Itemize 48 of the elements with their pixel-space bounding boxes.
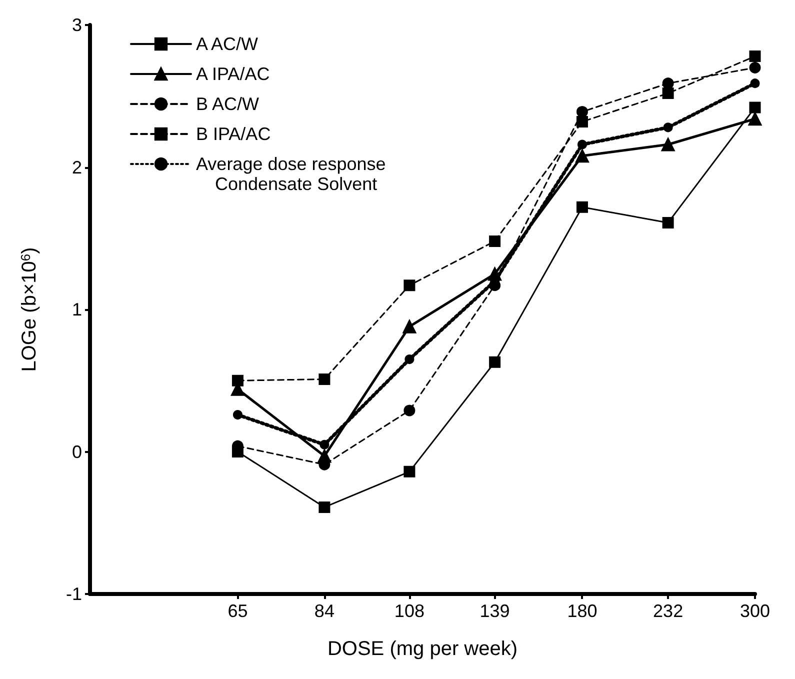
point xyxy=(404,466,416,478)
y-tick-label: 2 xyxy=(72,157,82,178)
point xyxy=(661,138,675,152)
point xyxy=(749,50,761,62)
y-tick-label: 1 xyxy=(72,300,82,320)
legend-label: A AC/W xyxy=(196,34,258,54)
point xyxy=(318,449,332,463)
point xyxy=(232,446,244,458)
legend-title: Condensate Solvent xyxy=(215,174,378,194)
x-tick-label: 84 xyxy=(314,601,334,621)
point xyxy=(488,267,502,281)
point xyxy=(404,280,416,292)
point xyxy=(663,122,673,132)
x-tick-label: 65 xyxy=(228,601,248,621)
y-tick-label: 3 xyxy=(72,15,82,35)
point xyxy=(232,374,244,386)
point xyxy=(402,320,416,334)
legend-label: Average dose response xyxy=(196,154,386,174)
point xyxy=(662,216,674,228)
point xyxy=(489,235,501,247)
x-tick-label: 232 xyxy=(653,601,684,621)
x-tick-label: 300 xyxy=(740,601,770,621)
x-tick-label: 108 xyxy=(394,601,424,621)
point xyxy=(750,78,760,88)
x-tick-label: 180 xyxy=(567,601,598,621)
x-axis-title: DOSE (mg per week) xyxy=(327,638,518,660)
point xyxy=(576,116,588,128)
point xyxy=(576,201,588,213)
legend-label: B AC/W xyxy=(196,94,260,114)
legend-label: A IPA/AC xyxy=(196,64,270,84)
y-tick-label: 0 xyxy=(72,442,82,462)
point xyxy=(318,373,330,385)
x-tick-label: 139 xyxy=(480,601,510,621)
legend-label: B IPA/AC xyxy=(196,124,271,144)
point xyxy=(662,88,674,100)
point xyxy=(749,62,761,74)
point xyxy=(575,149,589,163)
point xyxy=(232,410,242,420)
point xyxy=(318,501,330,513)
point xyxy=(748,112,762,126)
point xyxy=(404,404,416,416)
y-tick-label: -1 xyxy=(66,584,82,604)
point xyxy=(489,356,501,368)
point xyxy=(749,102,761,114)
y-axis-title: LOGe (b×106) xyxy=(18,247,40,372)
point xyxy=(577,140,587,150)
point xyxy=(404,354,414,364)
point xyxy=(320,440,330,450)
